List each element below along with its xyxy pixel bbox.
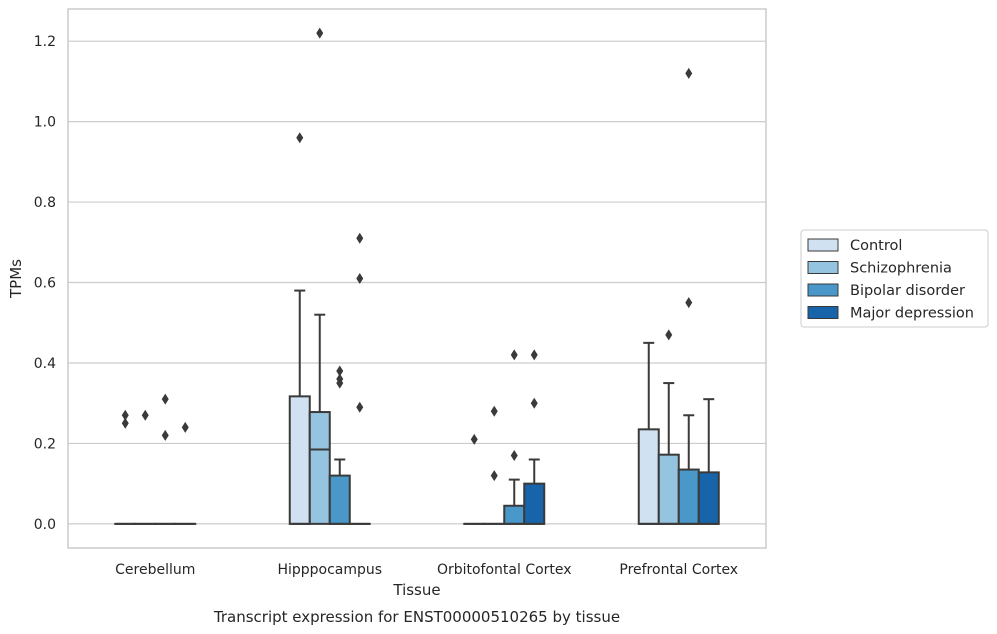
box-body bbox=[637, 428, 660, 525]
outlier-point bbox=[336, 377, 344, 389]
outlier-point bbox=[510, 349, 518, 361]
outlier-point bbox=[685, 297, 693, 309]
outlier-point bbox=[685, 67, 693, 79]
box-2-3 bbox=[677, 67, 700, 525]
box-0-3 bbox=[637, 341, 660, 525]
grid-layer bbox=[68, 40, 766, 525]
box-1-0 bbox=[134, 409, 157, 525]
outlier-point bbox=[296, 132, 304, 144]
box-1-1 bbox=[308, 27, 331, 525]
box-1-2 bbox=[483, 405, 506, 525]
box-body bbox=[677, 468, 700, 525]
outlier-point bbox=[161, 429, 169, 441]
box-body bbox=[503, 504, 526, 525]
legend: Control Schizophrenia Bipolar disorder Majo… bbox=[800, 229, 989, 328]
outlier-point bbox=[490, 470, 498, 482]
box-3-1 bbox=[348, 232, 371, 525]
box-1-3 bbox=[657, 329, 680, 525]
y-tick-label: 0.8 bbox=[34, 195, 56, 211]
box-0-1 bbox=[288, 132, 311, 525]
outlier-point bbox=[121, 417, 129, 429]
box-body bbox=[308, 411, 331, 525]
y-tick-labels: 0.0 0.2 0.4 0.6 0.8 1.0 1.2 bbox=[34, 34, 56, 533]
box-layer bbox=[114, 27, 720, 525]
outlier-point bbox=[141, 409, 149, 421]
outlier-point bbox=[665, 329, 673, 341]
box-body bbox=[657, 453, 680, 525]
legend-entry: Major depression bbox=[850, 306, 974, 322]
outlier-point bbox=[316, 27, 324, 39]
legend-entry: Bipolar disorder bbox=[850, 283, 965, 299]
x-tick-label: Prefrontal Cortex bbox=[619, 562, 738, 578]
y-tick-label: 1.0 bbox=[34, 115, 56, 131]
outlier-point bbox=[356, 401, 364, 413]
outlier-point bbox=[121, 409, 129, 421]
y-tick-label: 1.2 bbox=[34, 34, 56, 50]
outlier-point bbox=[470, 433, 478, 445]
legend-frame bbox=[800, 229, 989, 328]
box-body bbox=[288, 395, 311, 525]
outlier-point bbox=[510, 449, 518, 461]
outlier-point bbox=[490, 405, 498, 417]
x-tick-label: Orbitofontal Cortex bbox=[437, 562, 572, 578]
box-0-2 bbox=[463, 433, 486, 525]
outlier-point bbox=[161, 393, 169, 405]
box-body bbox=[523, 482, 546, 525]
outlier-point bbox=[530, 397, 538, 409]
box-body bbox=[328, 474, 351, 525]
box-body bbox=[697, 471, 720, 525]
legend-swatch bbox=[807, 306, 839, 319]
legend-swatch bbox=[807, 238, 839, 252]
box-2-1 bbox=[328, 365, 351, 525]
outlier-point bbox=[181, 421, 189, 433]
box-2-0 bbox=[154, 393, 177, 525]
outlier-point bbox=[356, 232, 364, 244]
plot-frame bbox=[67, 8, 767, 549]
legend-swatch bbox=[807, 283, 839, 297]
y-tick-label: 0.4 bbox=[34, 356, 56, 372]
box-3-0 bbox=[174, 421, 197, 525]
legend-swatch bbox=[807, 261, 839, 274]
x-tick-labels: Cerebellum Hipppocampus Orbitofontal Corte… bbox=[115, 562, 738, 578]
x-axis-label: Tissue bbox=[392, 581, 440, 599]
box-0-0 bbox=[114, 409, 137, 525]
y-tick-label: 0.6 bbox=[34, 276, 56, 292]
y-axis-label: TPMs bbox=[7, 259, 25, 299]
box-3-2 bbox=[523, 349, 546, 525]
box-3-3 bbox=[697, 398, 720, 525]
y-tick-label: 0.2 bbox=[34, 436, 56, 452]
x-tick-label: Cerebellum bbox=[115, 562, 195, 578]
x-tick-label: Hipppocampus bbox=[277, 562, 382, 578]
box-2-2 bbox=[503, 349, 526, 525]
outlier-point bbox=[356, 273, 364, 284]
chart-caption: Transcript expression for ENST0000051026… bbox=[213, 608, 620, 626]
outlier-point bbox=[336, 365, 344, 377]
legend-entry: Control bbox=[850, 238, 902, 254]
y-tick-label: 0.0 bbox=[34, 517, 56, 533]
legend-entry: Schizophrenia bbox=[850, 261, 952, 277]
outlier-point bbox=[530, 349, 538, 361]
